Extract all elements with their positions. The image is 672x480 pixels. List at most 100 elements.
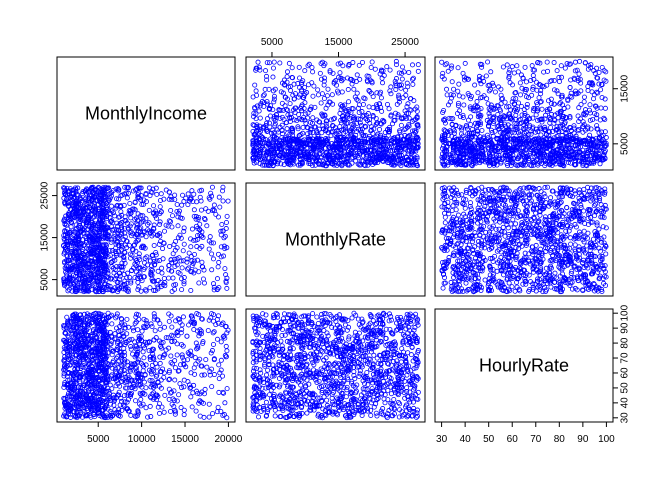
scatter-point <box>482 277 488 283</box>
scatter-point <box>403 92 409 98</box>
scatter-point <box>299 117 305 123</box>
scatter-point <box>602 105 608 111</box>
scatter-point <box>365 79 371 85</box>
scatter-point <box>559 74 565 80</box>
scatter-point <box>414 114 420 120</box>
scatter-point <box>562 65 568 71</box>
scatter-point <box>587 110 593 116</box>
scatter-point <box>333 78 339 84</box>
scatter-point <box>263 159 269 165</box>
scatter-point <box>377 71 383 77</box>
scatter-point <box>356 62 362 68</box>
scatter-point <box>262 136 268 142</box>
scatter-point <box>291 117 297 123</box>
scatter-point <box>393 62 399 68</box>
panel-MonthlyIncome-vs-HourlyRate <box>439 58 609 169</box>
scatter-point <box>504 62 510 68</box>
scatter-point <box>542 194 548 200</box>
scatter-point <box>191 207 197 213</box>
scatter-point <box>271 59 277 65</box>
scatter-point <box>455 88 461 94</box>
scatter-point <box>572 59 578 65</box>
scatter-point <box>442 214 448 220</box>
scatter-point <box>254 103 260 109</box>
scatter-point <box>388 84 394 90</box>
scatter-point <box>541 69 547 75</box>
scatter-point <box>277 60 283 66</box>
scatter-point <box>413 135 419 141</box>
scatter-point <box>199 259 205 265</box>
scatter-point <box>200 276 206 282</box>
scatter-point <box>377 132 383 138</box>
scatter-point <box>385 129 391 135</box>
scatter-point <box>262 86 268 92</box>
scatter-point <box>209 251 215 257</box>
scatter-point <box>157 204 163 210</box>
scatter-point <box>410 62 416 68</box>
scatter-point <box>314 141 320 147</box>
scatter-point <box>261 92 267 98</box>
scatter-point <box>269 130 275 136</box>
scatter-point <box>211 202 217 208</box>
scatter-point <box>483 73 489 79</box>
scatter-point <box>170 213 176 219</box>
scatter-point <box>314 158 320 164</box>
scatter-point <box>415 62 421 68</box>
scatter-point <box>265 142 271 148</box>
scatter-point <box>214 276 220 282</box>
scatter-point <box>271 137 277 143</box>
scatter-point <box>585 88 591 94</box>
scatter-point <box>345 87 351 93</box>
scatter-point <box>315 87 321 93</box>
scatter-point <box>479 128 485 134</box>
scatter-point <box>378 89 384 95</box>
scatter-point <box>365 111 371 117</box>
scatter-point <box>274 161 280 167</box>
scatter-point <box>384 101 390 107</box>
scatter-point <box>294 118 300 124</box>
scatter-point <box>157 221 163 227</box>
scatter-point <box>509 64 515 70</box>
scatter-point <box>400 95 406 101</box>
scatter-point <box>310 129 316 135</box>
scatter-point <box>468 114 474 120</box>
scatter-point <box>368 156 374 162</box>
scatter-point <box>309 65 315 71</box>
scatter-point <box>124 195 130 201</box>
scatter-point <box>391 139 397 145</box>
scatter-point <box>310 115 316 121</box>
scatter-point <box>270 162 276 168</box>
scatter-point <box>270 74 276 80</box>
scatter-point <box>328 133 334 139</box>
scatter-point <box>591 96 597 102</box>
scatter-point <box>273 140 279 146</box>
scatter-point <box>398 149 404 155</box>
scatter-point <box>340 63 346 69</box>
scatter-point <box>159 265 165 271</box>
scatter-point <box>363 124 369 130</box>
scatter-point <box>189 258 195 264</box>
scatter-point <box>338 154 344 160</box>
scatter-point <box>295 126 301 132</box>
scatter-point <box>270 88 276 94</box>
scatter-point <box>382 144 388 150</box>
scatter-point <box>264 77 270 83</box>
scatter-point <box>318 100 324 106</box>
scatter-point <box>500 64 506 70</box>
scatter-point <box>513 112 519 118</box>
scatter-point <box>407 96 413 102</box>
scatter-point <box>485 59 491 65</box>
scatter-point <box>295 153 301 159</box>
scatter-point <box>536 186 542 192</box>
scatter-point <box>209 267 215 273</box>
scatter-point <box>253 88 259 94</box>
scatter-point <box>285 130 291 136</box>
scatter-point <box>251 160 257 166</box>
scatter-point <box>408 107 414 113</box>
scatter-point <box>501 229 507 235</box>
scatter-point <box>305 115 311 121</box>
scatter-point <box>327 69 333 75</box>
scatter-point <box>395 112 401 118</box>
scatter-point <box>413 158 419 164</box>
